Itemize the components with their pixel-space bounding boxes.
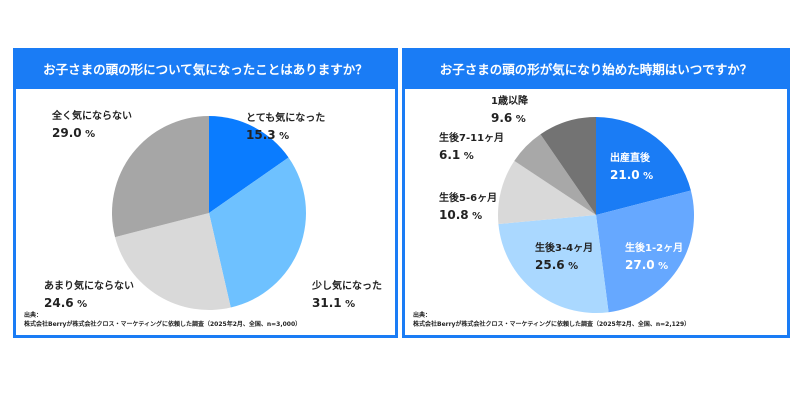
pie-slice: [209, 157, 306, 308]
data-label: 少し気になった 31.1 %: [312, 281, 382, 310]
pie-slice: [115, 213, 231, 311]
data-label: あまり気にならない 24.6 %: [44, 281, 134, 310]
pie-slice: [540, 117, 596, 215]
data-label: 生後5-6ヶ月 10.8 %: [439, 193, 498, 222]
pie-slice: [596, 117, 691, 215]
data-label: 生後3-4ヶ月 25.6 %: [535, 243, 594, 272]
data-label: 生後1-2ヶ月 27.0 %: [625, 243, 684, 272]
chart-title: お子さまの頭の形について気になったことはありますか？: [16, 51, 395, 89]
right-chart-panel: お子さまの頭の形が気になり始めた時期はいつですか？ 出産直後 21.0 % 生後1…: [402, 48, 790, 338]
pie-slice: [498, 215, 609, 313]
chart-title: お子さまの頭の形が気になり始めた時期はいつですか？: [405, 51, 787, 89]
data-label: 生後7-11ヶ月 6.1 %: [439, 133, 505, 162]
left-chart-panel: お子さまの頭の形について気になったことはありますか？ とても気になった 15.3 …: [13, 48, 398, 338]
data-label: とても気になった 15.3 %: [246, 113, 326, 142]
source-note: 出典： 株式会社Berryが株式会社クロス・マーケティングに依頼した調査（2025…: [413, 312, 691, 328]
pie-slice: [111, 116, 209, 238]
pie-chart: [111, 116, 306, 311]
source-note: 出典： 株式会社Berryが株式会社クロス・マーケティングに依頼した調査（2025…: [24, 312, 302, 328]
pie-slice: [596, 190, 694, 313]
data-label: 全く気にならない 29.0 %: [52, 111, 132, 140]
pie-slice: [498, 160, 596, 225]
pie-slice: [209, 116, 289, 213]
data-label: 出産直後 21.0 %: [610, 153, 654, 182]
pie-chart: [498, 117, 694, 313]
pie-slice: [514, 134, 596, 215]
data-label: 1歳以降 9.6 %: [491, 96, 528, 125]
